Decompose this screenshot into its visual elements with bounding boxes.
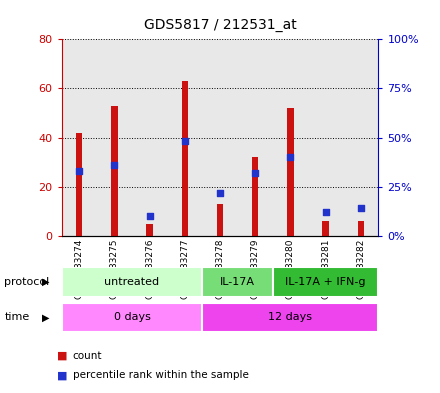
Bar bbox=[287, 108, 293, 236]
Point bbox=[357, 205, 364, 211]
Bar bbox=[202, 303, 378, 332]
Text: protocol: protocol bbox=[4, 277, 50, 287]
Bar bbox=[111, 106, 117, 236]
Bar bbox=[202, 267, 273, 297]
Text: percentile rank within the sample: percentile rank within the sample bbox=[73, 370, 249, 380]
Text: untreated: untreated bbox=[104, 277, 160, 287]
Bar bbox=[273, 267, 378, 297]
Point bbox=[146, 213, 153, 219]
Text: ■: ■ bbox=[57, 370, 68, 380]
Bar bbox=[323, 221, 329, 236]
Bar bbox=[182, 81, 188, 236]
Point bbox=[76, 168, 83, 174]
Text: time: time bbox=[4, 312, 29, 322]
Point bbox=[322, 209, 329, 215]
Point bbox=[181, 138, 188, 145]
Point bbox=[111, 162, 118, 168]
Text: 12 days: 12 days bbox=[268, 312, 312, 322]
Point bbox=[287, 154, 294, 160]
Text: IL-17A: IL-17A bbox=[220, 277, 255, 287]
Bar bbox=[252, 157, 258, 236]
Bar bbox=[147, 224, 153, 236]
Bar bbox=[76, 132, 82, 236]
Bar bbox=[62, 303, 202, 332]
Text: 0 days: 0 days bbox=[114, 312, 150, 322]
Point bbox=[252, 170, 259, 176]
Text: ▶: ▶ bbox=[42, 312, 49, 322]
Text: IL-17A + IFN-g: IL-17A + IFN-g bbox=[286, 277, 366, 287]
Text: ▶: ▶ bbox=[42, 277, 49, 287]
Bar bbox=[358, 221, 364, 236]
Text: ■: ■ bbox=[57, 351, 68, 361]
Bar bbox=[62, 267, 202, 297]
Bar bbox=[217, 204, 223, 236]
Point bbox=[216, 189, 224, 196]
Text: count: count bbox=[73, 351, 102, 361]
Text: GDS5817 / 212531_at: GDS5817 / 212531_at bbox=[143, 18, 297, 32]
